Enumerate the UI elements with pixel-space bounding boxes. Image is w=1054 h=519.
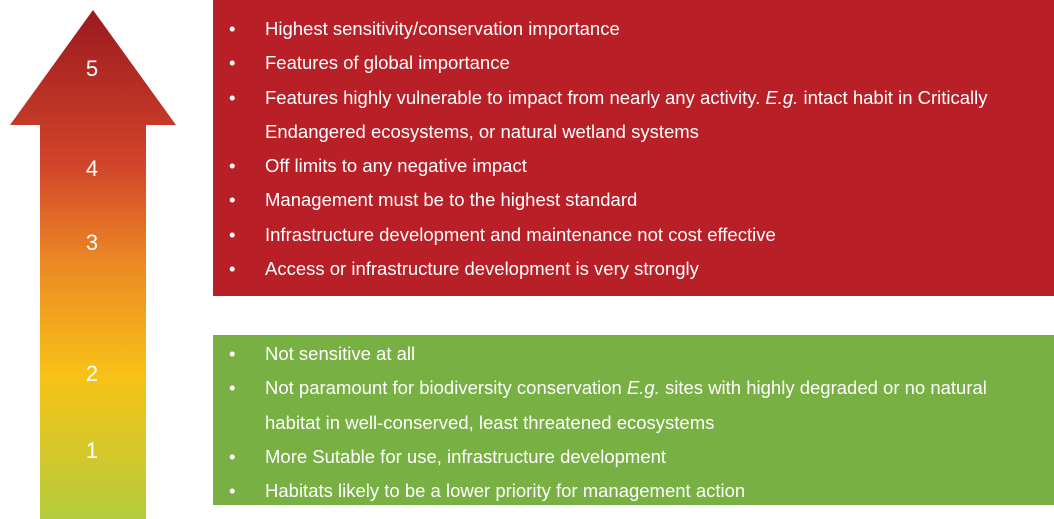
bullet: Features of global importance bbox=[229, 46, 1044, 81]
level-label: 4 bbox=[86, 156, 98, 181]
text-run: Off limits to any negative impact bbox=[265, 155, 527, 177]
text-run: Features of global importance bbox=[265, 52, 510, 74]
high-box: Highest sensitivity/conservation importa… bbox=[213, 0, 1054, 296]
arrow-shape bbox=[10, 10, 176, 519]
bullet: Off limits to any negative impact bbox=[229, 149, 1044, 184]
bullet: Access or infrastructure development is … bbox=[229, 252, 1044, 287]
low-box: Not sensitive at all Not paramount for bi… bbox=[213, 335, 1054, 509]
emphasis: E.g. bbox=[626, 377, 660, 399]
bullet: Not paramount for biodiversity conservat… bbox=[229, 371, 1044, 440]
emphasis: E.g. bbox=[765, 86, 799, 108]
bullet: Features highly vulnerable to impact fro… bbox=[229, 81, 1044, 150]
bullet: Infrastructure development and maintenan… bbox=[229, 218, 1044, 253]
level-label: 1 bbox=[86, 438, 98, 463]
bullet: Not sensitive at all bbox=[229, 337, 1044, 372]
arrow: 5 4 3 2 1 bbox=[10, 10, 176, 519]
text-run: Features highly vulnerable to impact fro… bbox=[265, 86, 766, 108]
text-run: Management must be to the highest standa… bbox=[265, 189, 638, 211]
bullet-list: Not sensitive at all Not paramount for bi… bbox=[229, 337, 1044, 509]
text-run: Highest sensitivity/conservation importa… bbox=[265, 18, 620, 39]
text-run: Infrastructure development and maintenan… bbox=[265, 223, 776, 245]
bullet: More Sutable for use, infrastructure dev… bbox=[229, 440, 1044, 475]
text-run: Access or infrastructure development is … bbox=[265, 258, 699, 280]
bullet: Management must be to the highest standa… bbox=[229, 183, 1044, 218]
bullet: Habitats likely to be a lower priority f… bbox=[229, 474, 1044, 509]
text-run: sites with highly degraded or no natural… bbox=[265, 377, 987, 433]
bullet: Highest sensitivity/conservation importa… bbox=[229, 12, 1044, 47]
level-label: 3 bbox=[86, 230, 98, 255]
level-label: 5 bbox=[86, 56, 98, 81]
bullet-list: Highest sensitivity/conservation importa… bbox=[229, 12, 1044, 287]
text-run: Not sensitive at all bbox=[265, 343, 416, 364]
text-run: intact habit in Critically Endangered ec… bbox=[265, 86, 988, 142]
level-label: 2 bbox=[86, 361, 98, 386]
text-run: More Sutable for use, infrastructure dev… bbox=[265, 445, 667, 467]
text-run: Habitats likely to be a lower priority f… bbox=[265, 480, 746, 502]
text-run: Not paramount for biodiversity conservat… bbox=[265, 377, 627, 399]
